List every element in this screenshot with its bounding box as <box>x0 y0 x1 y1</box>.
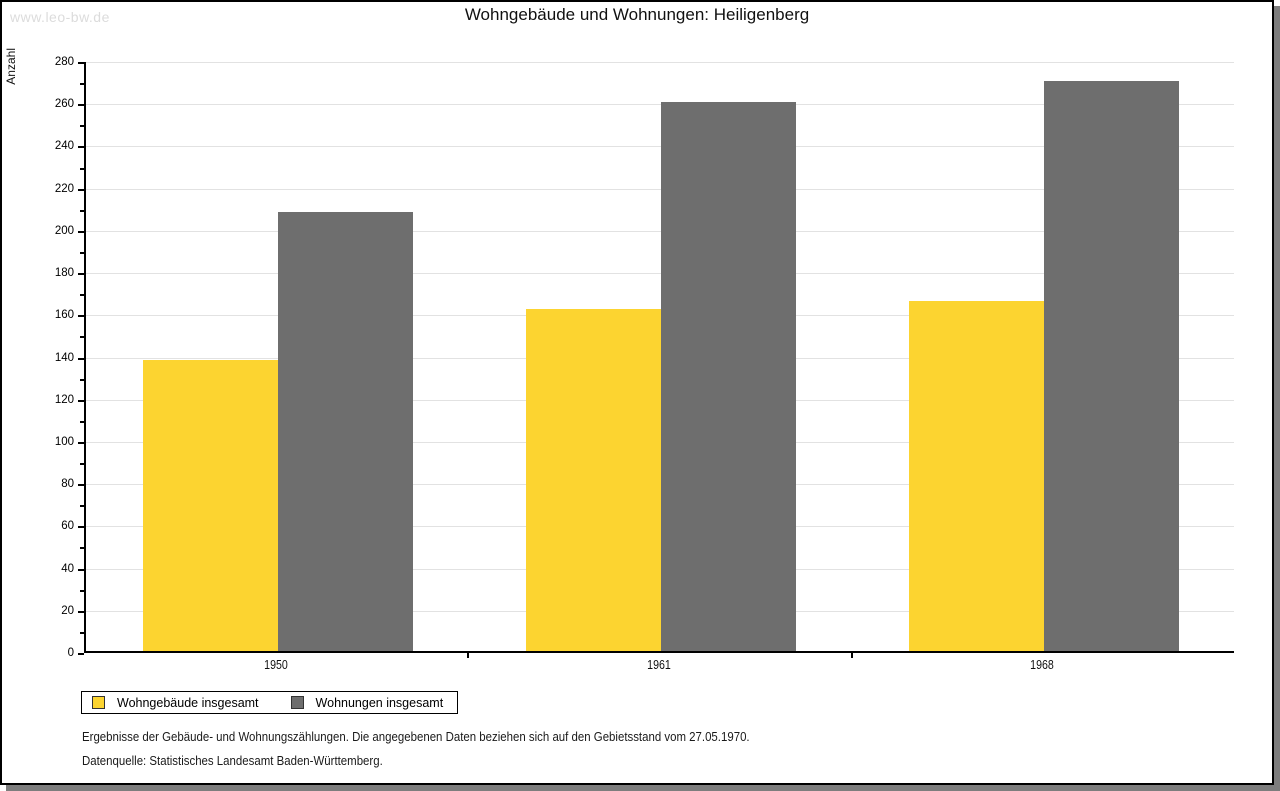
y-axis-tick <box>78 653 84 655</box>
legend-label: Wohngebäude insgesamt <box>117 695 259 710</box>
bar-1968-series0 <box>909 300 1045 651</box>
footnote-source-note: Ergebnisse der Gebäude- und Wohnungszähl… <box>82 729 750 744</box>
y-axis-tick <box>78 441 84 444</box>
y-axis-tick <box>78 484 84 487</box>
bar-1961-series0 <box>526 309 661 651</box>
y-tick-label-160: 160 <box>54 309 74 322</box>
y-axis-tick <box>80 378 84 381</box>
y-tick-label-140: 140 <box>54 351 74 364</box>
chart-title: Wohngebäude und Wohnungen: Heiligenberg <box>464 5 810 24</box>
footnote-datasource: Datenquelle: Statistisches Landesamt Bad… <box>82 753 383 768</box>
y-axis-tick <box>80 251 84 254</box>
gridline-y-220 <box>86 188 1234 190</box>
y-axis-tick <box>78 273 84 276</box>
gridline-y-260 <box>86 104 1234 106</box>
legend-item-wohnungen: Wohnungen insgesamt <box>290 695 444 710</box>
legend-label: Wohnungen insgesamt <box>315 695 444 710</box>
x-axis-tick <box>467 653 470 658</box>
watermark: www.leo-bw.de <box>10 9 110 25</box>
y-axis-tick <box>80 83 84 86</box>
y-axis-tick <box>78 526 84 529</box>
y-tick-label-240: 240 <box>54 140 74 153</box>
y-tick-label-120: 120 <box>54 393 74 406</box>
x-tick-label-1961: 1961 <box>647 658 671 672</box>
y-axis-tick <box>80 209 84 212</box>
y-axis-tick <box>80 336 84 339</box>
y-tick-label-0: 0 <box>67 647 74 659</box>
bar-1950-series1 <box>277 211 413 651</box>
gridline-y-240 <box>86 146 1234 148</box>
gridline-y-200 <box>86 230 1234 232</box>
y-tick-label-260: 260 <box>54 98 74 111</box>
y-tick-label-220: 220 <box>54 182 74 195</box>
y-axis-tick <box>80 125 84 128</box>
y-tick-label-200: 200 <box>54 224 74 237</box>
y-axis-tick <box>80 420 84 423</box>
plot-area <box>84 62 1234 653</box>
y-axis-tick <box>80 294 84 297</box>
y-axis-tick <box>80 167 84 170</box>
y-tick-label-60: 60 <box>61 520 74 533</box>
bar-1968-series1 <box>1044 81 1180 651</box>
y-axis-tick <box>78 399 84 402</box>
y-axis-tick <box>78 104 84 107</box>
y-axis-tick <box>78 357 84 360</box>
y-axis-tick <box>80 589 84 592</box>
y-axis-tick <box>80 547 84 550</box>
y-tick-label-100: 100 <box>54 435 74 448</box>
x-tick-label-1950: 1950 <box>263 658 288 672</box>
y-tick-label-20: 20 <box>61 604 74 617</box>
y-tick-label-40: 40 <box>61 562 74 575</box>
y-axis-tick <box>80 463 84 466</box>
y-axis-tick <box>78 188 84 191</box>
y-axis-tick <box>78 146 84 149</box>
y-tick-label-280: 280 <box>54 56 74 68</box>
bar-1961-series1 <box>661 102 796 651</box>
x-tick-label-1968: 1968 <box>1030 658 1055 672</box>
bar-1950-series0 <box>142 359 278 651</box>
legend-swatch-gray <box>290 696 304 709</box>
legend-swatch-yellow <box>92 696 105 709</box>
y-tick-label-180: 180 <box>54 267 74 280</box>
y-axis-tick <box>78 610 84 613</box>
gridline-y-180 <box>86 273 1234 275</box>
y-axis-tick <box>80 631 84 634</box>
y-axis-tick <box>78 568 84 571</box>
x-axis-tick <box>850 653 853 658</box>
gridline-y-280 <box>86 62 1234 63</box>
legend: Wohngebäude insgesamt Wohnungen insgesam… <box>81 691 459 714</box>
y-tick-label-80: 80 <box>61 478 74 491</box>
y-axis-tick <box>78 230 84 233</box>
y-axis-tick <box>80 505 84 508</box>
legend-item-wohngebaeude: Wohngebäude insgesamt <box>92 696 259 710</box>
y-axis-tick <box>78 315 84 318</box>
y-axis-tick <box>78 62 84 64</box>
